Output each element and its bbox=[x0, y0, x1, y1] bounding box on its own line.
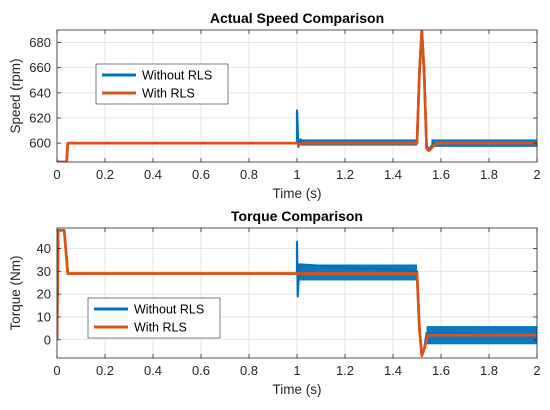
legend-label: Without RLS bbox=[134, 303, 204, 317]
x-tick-label: 2 bbox=[533, 363, 540, 378]
y-tick-label: 30 bbox=[37, 264, 51, 279]
x-tick-label: 0.8 bbox=[240, 363, 258, 378]
x-tick-label: 1.8 bbox=[480, 167, 498, 182]
y-tick-label: 640 bbox=[29, 85, 51, 100]
y-tick-label: 660 bbox=[29, 60, 51, 75]
x-tick-label: 1 bbox=[293, 167, 300, 182]
x-tick-label: 1.6 bbox=[432, 363, 450, 378]
y-tick-label: 10 bbox=[37, 309, 51, 324]
x-tick-label: 0.6 bbox=[192, 363, 210, 378]
y-axis-label: Speed (rpm) bbox=[8, 58, 23, 133]
y-axis-label: Torque (Nm) bbox=[8, 255, 23, 330]
legend-box bbox=[87, 297, 221, 339]
x-tick-label: 0.8 bbox=[240, 167, 258, 182]
x-tick-label: 0 bbox=[53, 363, 60, 378]
y-tick-label: 20 bbox=[37, 287, 51, 302]
x-tick-label: 0.2 bbox=[96, 167, 114, 182]
series-layer bbox=[57, 228, 537, 358]
x-tick-label: 1.4 bbox=[384, 363, 402, 378]
x-axis-label: Time (s) bbox=[273, 382, 322, 397]
legend: Without RLS With RLS bbox=[95, 63, 229, 105]
x-tick-label: 1 bbox=[293, 363, 300, 378]
x-axis-label: Time (s) bbox=[273, 186, 322, 201]
speed-chart: 0 0.2 0.4 0.6 0.8 1 1.2 1.4 1.6 1.8 2 600 620 640 660 6… bbox=[8, 10, 541, 201]
legend-label: Without RLS bbox=[142, 69, 212, 83]
x-tick-label: 1.4 bbox=[384, 167, 402, 182]
y-tick-label: 600 bbox=[29, 136, 51, 151]
y-tick-label: 0 bbox=[44, 332, 51, 347]
x-tick-label: 0.4 bbox=[144, 363, 162, 378]
x-tick-label: 0.6 bbox=[192, 167, 210, 182]
series-line-with-rls-top bbox=[57, 30, 537, 162]
torque-chart: 0 0.2 0.4 0.6 0.8 1 1.2 1.4 1.6 1.8 2010203040Torq… bbox=[8, 208, 541, 397]
x-tick-label: 0 bbox=[53, 167, 60, 182]
chart-title: Actual Speed Comparison bbox=[210, 10, 384, 26]
x-tick-label: 2 bbox=[533, 167, 540, 182]
chart-title: Torque Comparison bbox=[231, 208, 363, 224]
x-tick-label: 1.2 bbox=[336, 363, 354, 378]
y-tick-label: 40 bbox=[37, 241, 51, 256]
x-tick-label: 0.2 bbox=[96, 363, 114, 378]
x-tick-label: 1.8 bbox=[480, 363, 498, 378]
y-tick-label: 680 bbox=[29, 35, 51, 50]
legend-label: With RLS bbox=[134, 321, 187, 335]
y-tick-label: 620 bbox=[29, 111, 51, 126]
legend-box bbox=[95, 63, 229, 105]
x-tick-label: 1.2 bbox=[336, 167, 354, 182]
legend-label: With RLS bbox=[142, 87, 195, 101]
x-tick-label: 1.6 bbox=[432, 167, 450, 182]
series-line-with-rls-top bbox=[57, 228, 537, 358]
legend: Without RLS With RLS bbox=[87, 297, 221, 339]
x-tick-label: 0.4 bbox=[144, 167, 162, 182]
series-layer bbox=[57, 30, 537, 162]
